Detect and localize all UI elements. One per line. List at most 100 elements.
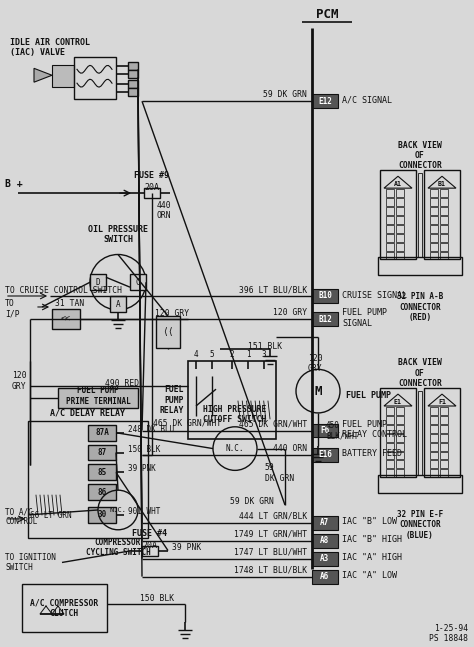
- Text: B +: B +: [5, 179, 23, 189]
- Bar: [430, 461, 438, 468]
- Text: FUEL
PUMP
RELAY: FUEL PUMP RELAY: [160, 385, 184, 415]
- Bar: [396, 461, 404, 468]
- Text: IAC "B" HIGH: IAC "B" HIGH: [342, 535, 402, 544]
- Bar: [396, 469, 404, 477]
- Text: 3: 3: [262, 351, 266, 360]
- Text: HIGH PRESSURE
CUTOFF SWITCH: HIGH PRESSURE CUTOFF SWITCH: [203, 405, 267, 424]
- Bar: [430, 189, 438, 197]
- Bar: [430, 198, 438, 206]
- Bar: [88, 465, 116, 480]
- Bar: [386, 198, 394, 206]
- Text: F1: F1: [438, 399, 446, 405]
- Bar: [440, 416, 448, 424]
- Text: COMPRESSOR
CYCLING SWITCH: COMPRESSOR CYCLING SWITCH: [86, 538, 150, 557]
- Bar: [430, 207, 438, 215]
- Text: 20A: 20A: [145, 183, 159, 192]
- Text: 20A: 20A: [143, 541, 157, 550]
- Text: FUSE #9: FUSE #9: [135, 171, 170, 181]
- Bar: [144, 188, 160, 198]
- Bar: [430, 416, 438, 424]
- Bar: [440, 198, 448, 206]
- Bar: [128, 71, 138, 78]
- Text: 39 PNK: 39 PNK: [128, 465, 156, 474]
- Text: 151 BLK: 151 BLK: [248, 342, 282, 351]
- Text: CRUISE SIGNAL: CRUISE SIGNAL: [342, 291, 407, 300]
- Text: D: D: [96, 278, 100, 287]
- Bar: [90, 274, 106, 290]
- Text: BATTERY FEED: BATTERY FEED: [342, 450, 402, 459]
- Bar: [378, 258, 462, 275]
- Bar: [440, 407, 448, 415]
- Bar: [110, 296, 126, 312]
- Bar: [386, 252, 394, 259]
- Bar: [386, 234, 394, 241]
- Text: 120 GRY: 120 GRY: [273, 308, 307, 317]
- Bar: [440, 234, 448, 241]
- Text: A3: A3: [320, 554, 329, 563]
- Text: 86: 86: [97, 488, 107, 497]
- Text: A6: A6: [320, 572, 329, 581]
- Bar: [28, 421, 148, 538]
- Bar: [312, 448, 338, 462]
- Text: BACK VIEW
OF
CONNECTOR: BACK VIEW OF CONNECTOR: [398, 358, 442, 388]
- Bar: [58, 388, 138, 408]
- Text: OIL PRESSURE
SWITCH: OIL PRESSURE SWITCH: [88, 225, 148, 244]
- Bar: [88, 444, 116, 461]
- Text: TO CRUISE CONTROL SWITCH: TO CRUISE CONTROL SWITCH: [5, 286, 122, 295]
- Text: A/C COMPRESSOR
CLUTCH: A/C COMPRESSOR CLUTCH: [30, 598, 98, 618]
- Bar: [386, 189, 394, 197]
- Text: 465 DK GRN/WHT: 465 DK GRN/WHT: [239, 419, 307, 428]
- Text: F6: F6: [320, 426, 329, 435]
- Text: 32 PIN E-F
CONNECTOR
(BLUE): 32 PIN E-F CONNECTOR (BLUE): [397, 510, 443, 540]
- Bar: [396, 433, 404, 442]
- Text: A8: A8: [320, 536, 329, 545]
- Bar: [312, 552, 338, 565]
- Text: 87A: 87A: [95, 428, 109, 437]
- Bar: [440, 207, 448, 215]
- Bar: [418, 391, 422, 476]
- Text: 150 BLK: 150 BLK: [140, 594, 174, 603]
- Text: 30: 30: [97, 510, 107, 520]
- Bar: [378, 476, 462, 493]
- Bar: [386, 461, 394, 468]
- Text: 87: 87: [97, 448, 107, 457]
- Bar: [430, 243, 438, 250]
- Bar: [386, 433, 394, 442]
- Text: A1: A1: [394, 181, 402, 187]
- Bar: [430, 225, 438, 233]
- Text: 901 WHT: 901 WHT: [128, 507, 160, 516]
- Bar: [430, 425, 438, 433]
- Bar: [440, 461, 448, 468]
- Text: 120 GRY: 120 GRY: [155, 309, 189, 318]
- Text: 59 DK GRN: 59 DK GRN: [230, 497, 274, 506]
- Bar: [52, 65, 74, 87]
- Bar: [312, 516, 338, 530]
- Text: <<: <<: [61, 314, 71, 324]
- Bar: [386, 469, 394, 477]
- Text: 440 ORN: 440 ORN: [273, 444, 307, 453]
- Text: 450
BLK/WHT: 450 BLK/WHT: [326, 421, 358, 440]
- Text: PCM: PCM: [316, 8, 338, 21]
- Bar: [386, 243, 394, 250]
- Bar: [396, 198, 404, 206]
- Bar: [440, 452, 448, 459]
- Text: TO IGNITION
SWITCH: TO IGNITION SWITCH: [5, 553, 56, 572]
- Bar: [440, 225, 448, 233]
- Bar: [312, 289, 338, 303]
- Bar: [88, 484, 116, 500]
- Text: 396 LT BLU/BLK: 396 LT BLU/BLK: [239, 285, 307, 294]
- Bar: [396, 234, 404, 241]
- Bar: [396, 452, 404, 459]
- Text: N.C.: N.C.: [226, 444, 244, 453]
- Bar: [312, 534, 338, 547]
- Bar: [424, 170, 460, 259]
- Text: B12: B12: [318, 314, 332, 324]
- Text: IAC "A" HIGH: IAC "A" HIGH: [342, 553, 402, 562]
- Text: 1748 LT BLU/BLK: 1748 LT BLU/BLK: [234, 565, 307, 575]
- Text: 1-25-94
PS 18848: 1-25-94 PS 18848: [429, 624, 468, 643]
- Text: 2: 2: [230, 351, 234, 360]
- Bar: [440, 469, 448, 477]
- Bar: [396, 243, 404, 250]
- Bar: [312, 570, 338, 584]
- Text: 59
DK GRN: 59 DK GRN: [265, 463, 294, 483]
